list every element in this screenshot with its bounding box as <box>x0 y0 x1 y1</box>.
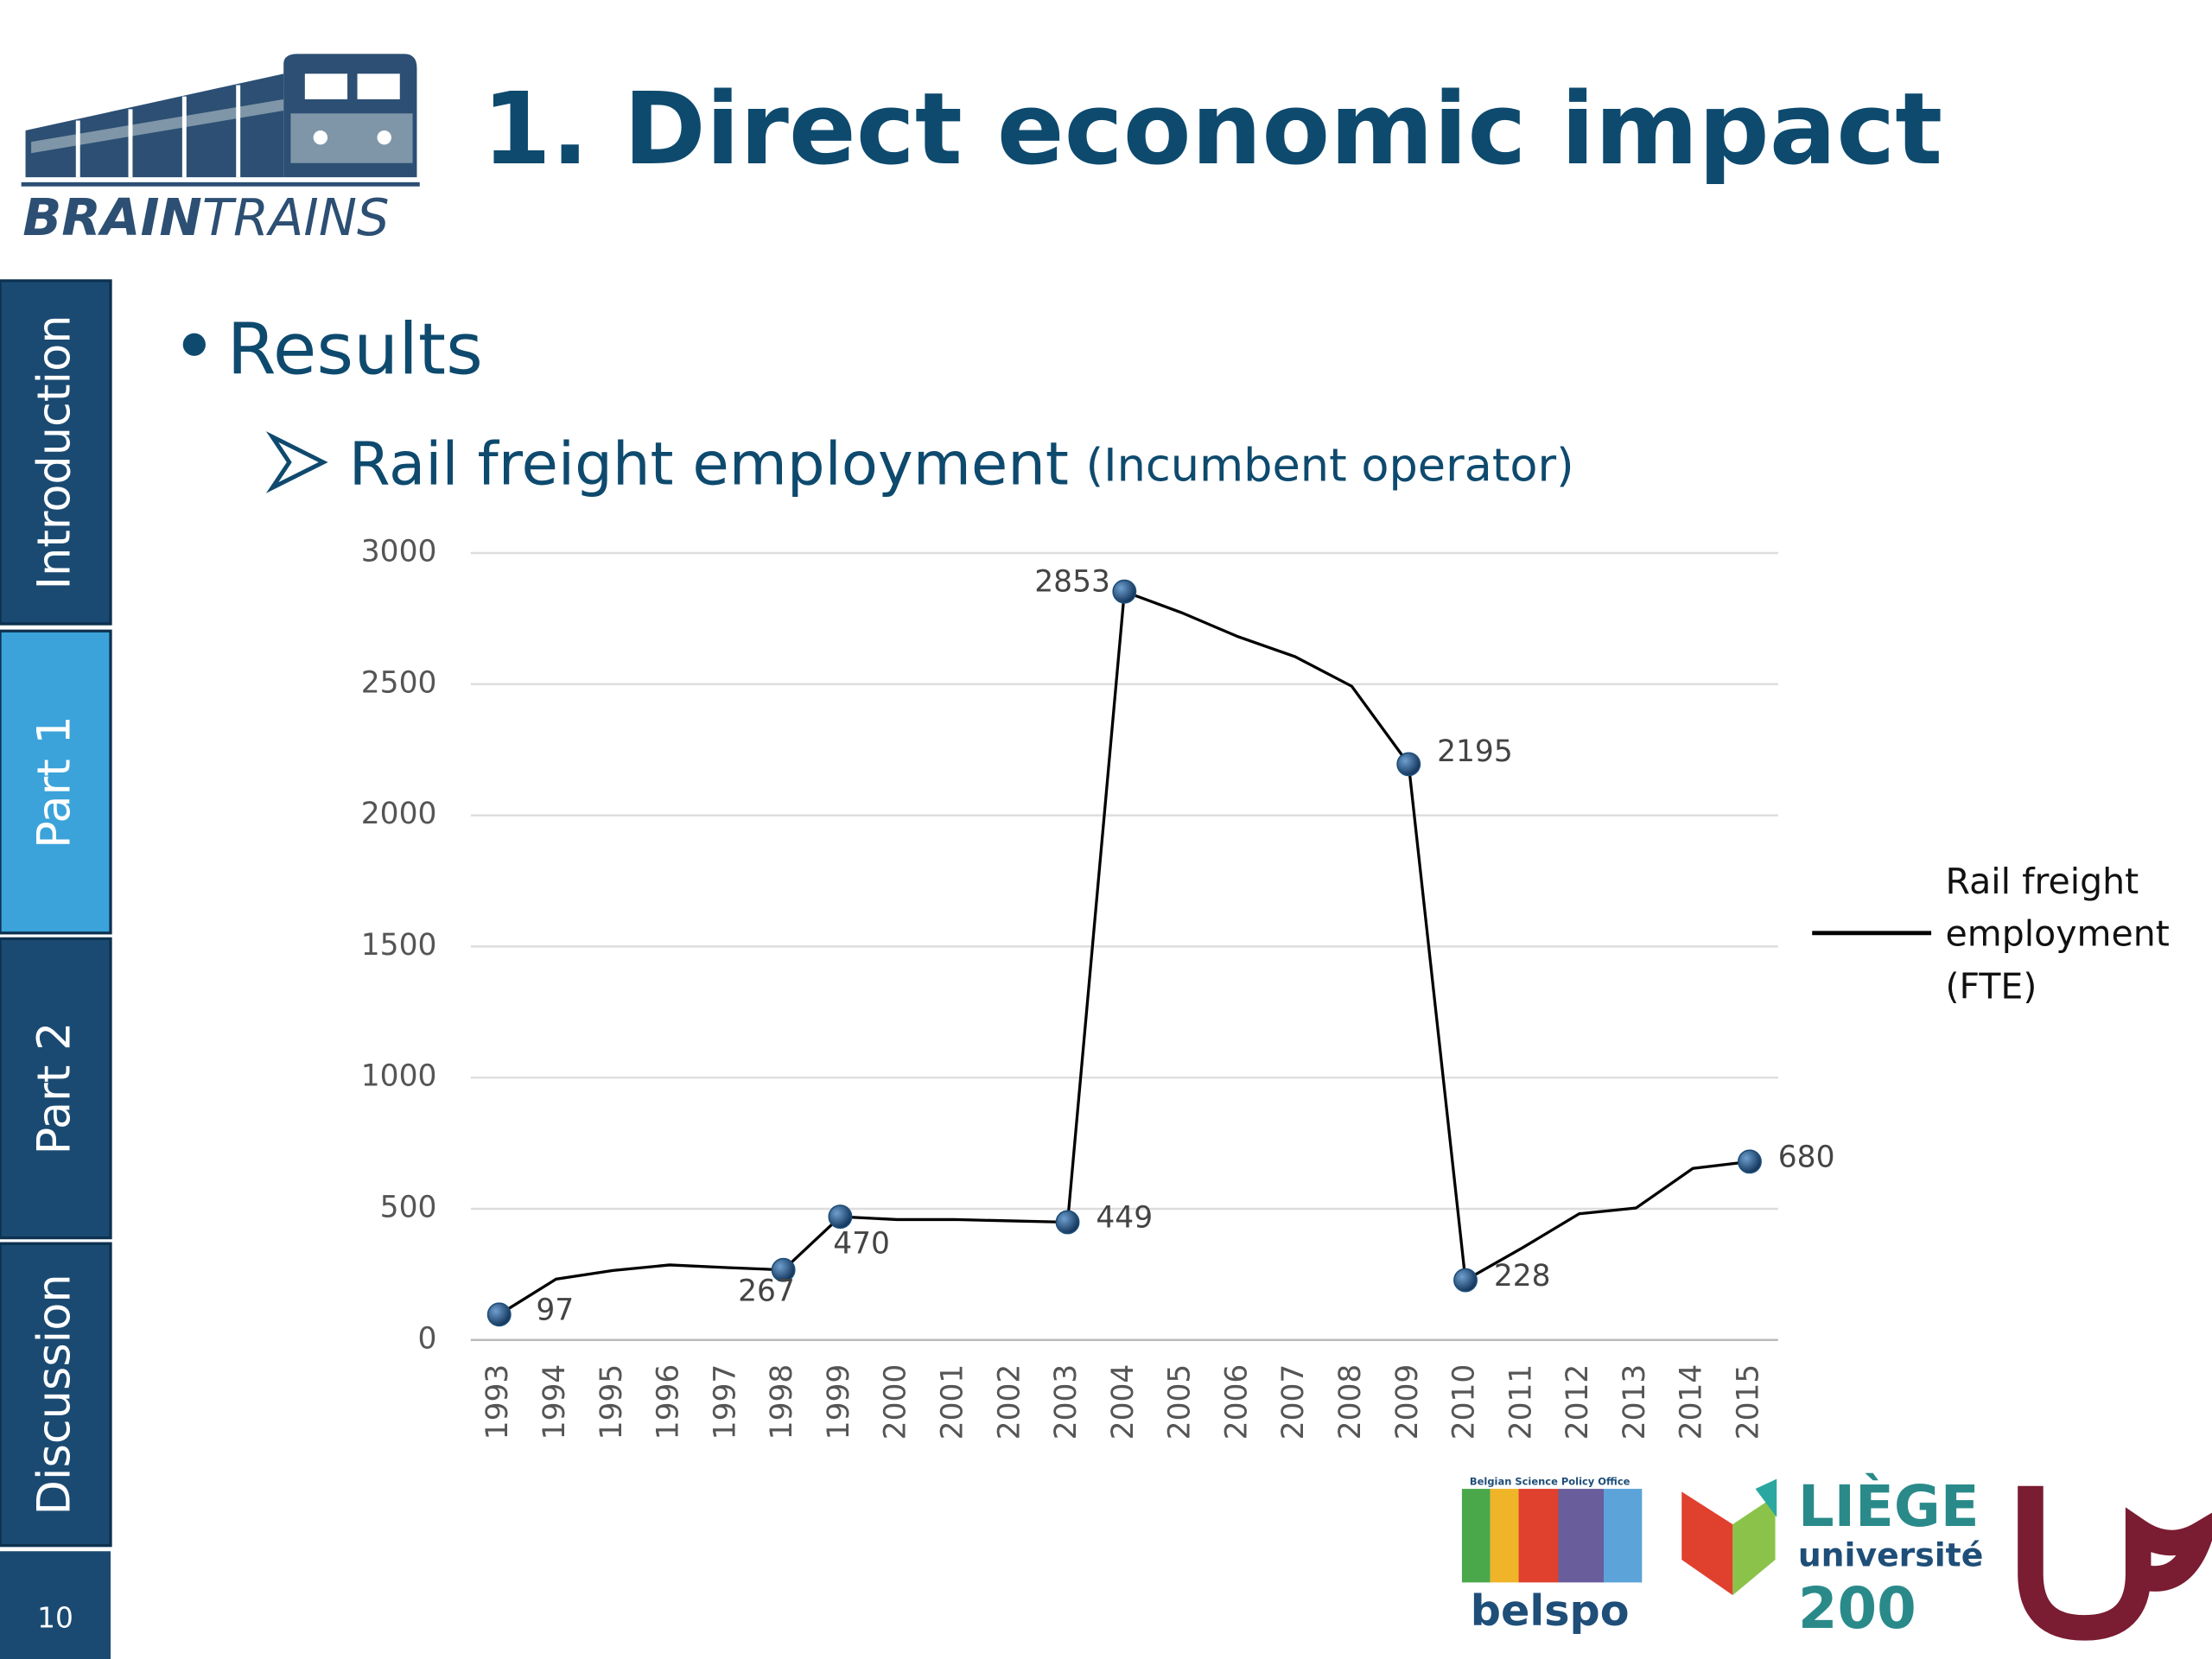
data-label: 97 <box>536 1294 574 1328</box>
x-tick-label: 1998 <box>765 1364 799 1440</box>
page-number-box <box>0 1551 111 1659</box>
logo-text: TRAINS <box>202 188 390 247</box>
data-label: 680 <box>1778 1141 1835 1175</box>
tab-background <box>0 629 112 935</box>
tab-label: Part 1 <box>28 715 80 849</box>
y-tick-label: 3000 <box>361 535 437 569</box>
legend-label: Rail freight employment (FTE) <box>1945 861 2170 1007</box>
x-tick-label: 1993 <box>480 1364 515 1440</box>
x-tick-label: 2002 <box>992 1364 1027 1440</box>
logo-text: belspo <box>1471 1586 1630 1636</box>
x-tick-label: 2014 <box>1675 1364 1709 1440</box>
logo-text: LIÈGE <box>1798 1472 1980 1540</box>
y-tick-label: 1000 <box>361 1059 437 1094</box>
data-point <box>1453 1268 1478 1293</box>
belspo-logo: Belgian Science Policy Office belspo <box>1461 1475 1643 1636</box>
logo-text: BRAIN <box>22 188 202 247</box>
x-tick-label: 2000 <box>879 1364 913 1440</box>
x-tick-label: 2013 <box>1618 1364 1652 1440</box>
logos: Belgian Science Policy Office belspo LIÈ… <box>1461 1472 2212 1642</box>
svg-text:BRAINTRAINS: BRAINTRAINS <box>22 188 389 247</box>
subbullet: Rail freight employment (Incumbent operat… <box>349 430 1574 499</box>
x-tick-label: 1996 <box>652 1364 686 1440</box>
nav-tab[interactable]: Introduction <box>0 279 112 626</box>
data-point <box>1396 752 1421 777</box>
x-tick-label: 2011 <box>1503 1364 1538 1440</box>
data-point <box>828 1205 853 1230</box>
nav: Introduction Part 1 Part 2 Discussion 10 <box>0 279 112 1659</box>
tab-background <box>0 1242 112 1548</box>
bullet-dot <box>182 333 206 356</box>
subbullet-text: Rail freight employment <box>349 430 1069 499</box>
x-tick-label: 2007 <box>1276 1364 1311 1440</box>
nav-tab[interactable]: Discussion <box>0 1242 112 1548</box>
data-label: 449 <box>1096 1201 1153 1236</box>
data-point <box>486 1302 512 1327</box>
x-tick-label: 2001 <box>935 1364 969 1440</box>
data-label: 470 <box>833 1226 890 1261</box>
logo-text: université <box>1798 1535 1984 1573</box>
tab-background <box>0 279 112 626</box>
subbullet-note: (Incumbent operator) <box>1086 439 1574 492</box>
page-number: 10 <box>37 1602 73 1635</box>
data-point <box>1112 579 1137 604</box>
y-tick-label: 500 <box>380 1190 437 1224</box>
chart: 0 500 1000 1500 2000 2500 3000 1993 1994 1995 1996… <box>361 535 2170 1440</box>
x-tick-label: 2009 <box>1390 1364 1425 1440</box>
data-point <box>1738 1149 1762 1174</box>
ulg-logo <box>2018 1485 2212 1641</box>
x-tick-label: 2010 <box>1447 1364 1482 1440</box>
x-tick-label: 1994 <box>537 1364 572 1440</box>
data-label: 267 <box>738 1274 795 1308</box>
x-tick-label: 1999 <box>822 1364 856 1440</box>
x-tick-label: 2005 <box>1163 1364 1198 1440</box>
data-label: 2853 <box>1034 564 1110 599</box>
logo: BRAINTRAINS <box>21 54 420 247</box>
x-tick-label: 2012 <box>1560 1364 1595 1440</box>
data-label: 2195 <box>1437 734 1513 769</box>
tab-label: Introduction <box>28 315 80 590</box>
data-point <box>1055 1210 1080 1235</box>
data-point <box>771 1257 796 1282</box>
bullet: Results <box>227 309 483 391</box>
tab-label: Part 2 <box>28 1022 80 1155</box>
liege-logo: LIÈGE université 200 <box>1681 1472 1983 1642</box>
tab-background <box>0 937 112 1240</box>
y-tick-label: 0 <box>418 1321 437 1356</box>
data-label: 228 <box>1494 1259 1551 1294</box>
x-tick-label: 2004 <box>1106 1364 1141 1440</box>
x-tick-label: 2006 <box>1219 1364 1254 1440</box>
nav-tab[interactable]: Part 2 <box>0 937 112 1240</box>
arrow-bullet <box>265 431 328 493</box>
x-tick-label: 1997 <box>708 1364 742 1440</box>
y-tick-label: 1500 <box>361 928 437 963</box>
y-tick-label: 2500 <box>361 665 437 700</box>
logo-caption: Belgian Science Policy Office <box>1470 1475 1630 1487</box>
legend: Rail freight employment (FTE) <box>1945 861 2170 1007</box>
x-tick-label: 2003 <box>1049 1364 1084 1440</box>
x-tick-label: 2015 <box>1731 1364 1765 1440</box>
slide-title: 1. Direct economic impact <box>482 72 1942 188</box>
nav-tab[interactable]: Part 1 <box>0 629 112 935</box>
y-tick-label: 2000 <box>361 797 437 831</box>
x-tick-label: 2008 <box>1333 1364 1368 1440</box>
logo-text: 200 <box>1798 1576 1916 1642</box>
x-tick-label: 1995 <box>594 1364 629 1440</box>
tab-label: Discussion <box>28 1274 80 1515</box>
